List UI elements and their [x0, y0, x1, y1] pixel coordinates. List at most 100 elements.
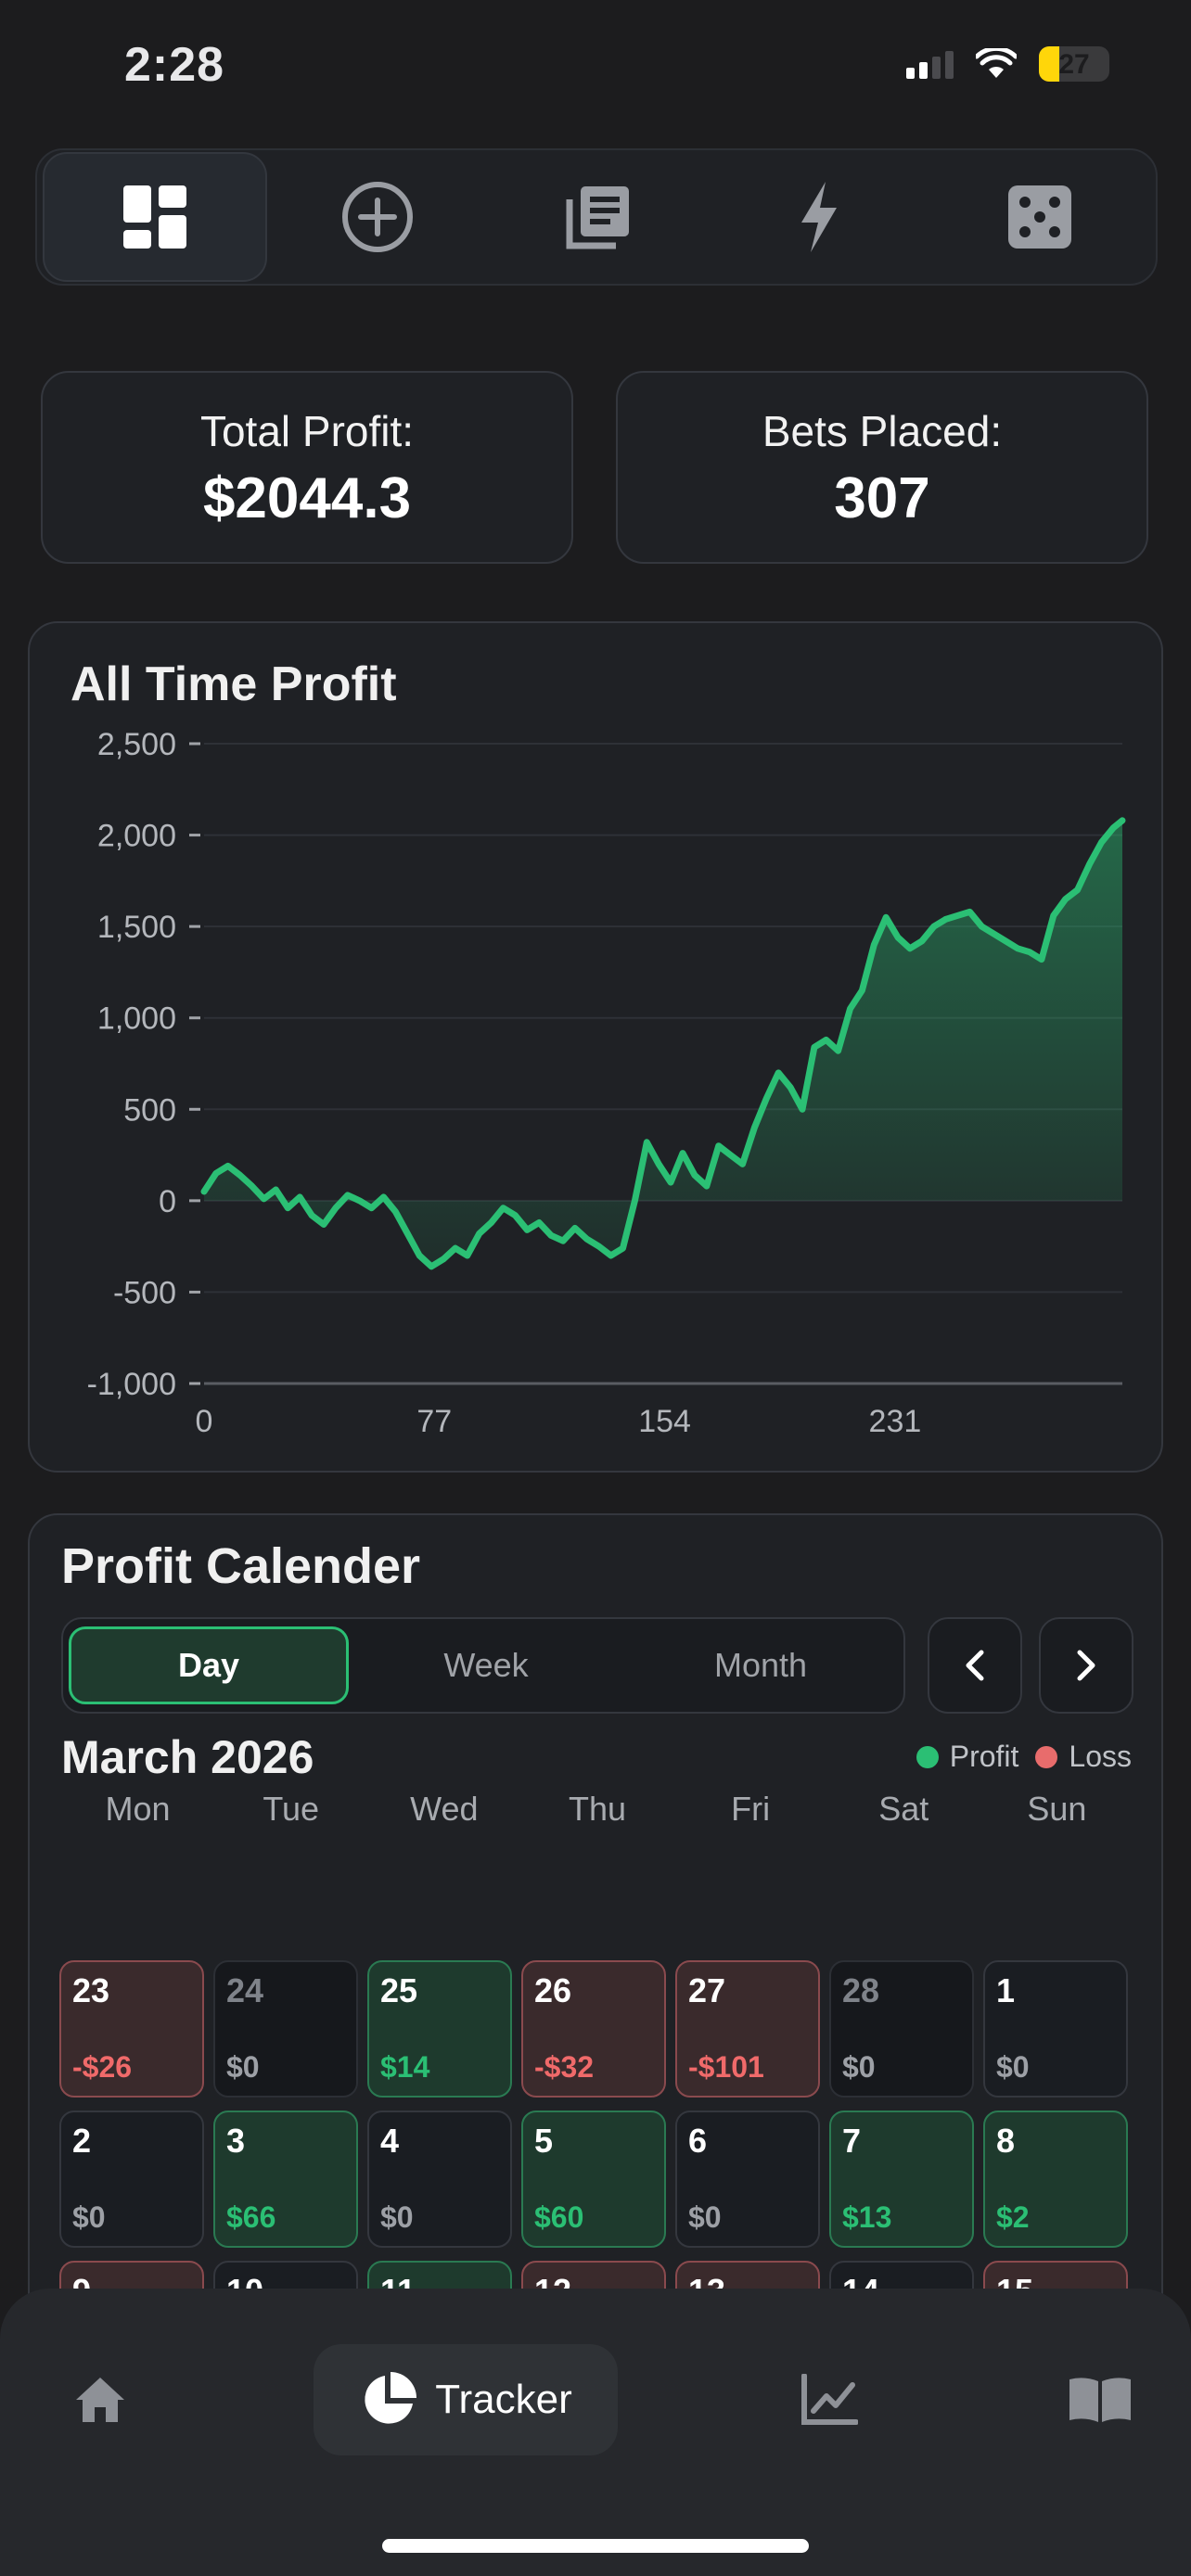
- weekday-sun: Sun: [1027, 1790, 1087, 1828]
- calendar-day[interactable]: 5 $60: [521, 2111, 666, 2248]
- bottom-nav: Tracker: [0, 2289, 1191, 2576]
- day-value: $0: [688, 2200, 722, 2234]
- nav-home[interactable]: [45, 2344, 156, 2455]
- period-segmented-control: Day Week Month: [61, 1617, 905, 1714]
- segment-week[interactable]: Week: [443, 1646, 529, 1684]
- status-icons: 27: [906, 46, 1109, 82]
- calendar-day[interactable]: 2 $0: [59, 2111, 204, 2248]
- calendar-day[interactable]: 1 $0: [983, 1960, 1128, 2098]
- y-tick-label: 0: [159, 1184, 176, 1219]
- calendar-day[interactable]: 28 $0: [829, 1960, 974, 2098]
- tab-dashboard[interactable]: [43, 152, 267, 282]
- day-number: 8: [996, 2122, 1016, 2160]
- day-number: 6: [688, 2122, 708, 2160]
- day-value: $0: [380, 2200, 414, 2234]
- calendar-day[interactable]: 8 $2: [983, 2111, 1128, 2248]
- day-value: -$26: [72, 2050, 133, 2084]
- day-value: -$101: [688, 2050, 764, 2084]
- profit-chart: 2,500 2,000 1,500 1,000 500 0 -500 -1,000 0 77 154…: [87, 727, 1126, 1439]
- wifi-icon: [976, 48, 1017, 78]
- calendar-day[interactable]: 27 -$101: [675, 1960, 820, 2098]
- line-chart-icon: [801, 2374, 858, 2425]
- legend-profit: Profit: [916, 1740, 1019, 1774]
- chevron-left-icon: [966, 1650, 984, 1681]
- day-number: 5: [534, 2122, 554, 2160]
- nav-stats[interactable]: [774, 2344, 885, 2455]
- chevron-right-icon: [1077, 1650, 1095, 1681]
- weekday-tue: Tue: [263, 1790, 320, 1828]
- profit-calendar-card: Profit Calender Day Week Month March 202…: [28, 1513, 1163, 2348]
- calendar-day[interactable]: 24 $0: [213, 1960, 358, 2098]
- day-value: -$32: [534, 2050, 595, 2084]
- chart-title: All Time Profit: [70, 657, 397, 711]
- calendar-day[interactable]: 6 $0: [675, 2111, 820, 2248]
- previous-month-button[interactable]: [928, 1617, 1022, 1714]
- loss-dot-icon: [1035, 1745, 1058, 1768]
- day-value: $0: [996, 2050, 1030, 2084]
- weekday-sat: Sat: [878, 1790, 929, 1828]
- nav-tracker[interactable]: Tracker: [314, 2344, 618, 2455]
- tab-bolt[interactable]: [709, 152, 929, 282]
- calendar-day[interactable]: 3 $66: [213, 2111, 358, 2248]
- signal-icon: [906, 49, 954, 79]
- month-label: March 2026: [61, 1731, 314, 1783]
- all-time-profit-card: All Time Profit 2,500 2,000 1,500 1,000 500 0…: [28, 621, 1163, 1473]
- pie-chart-icon: [365, 2372, 417, 2424]
- home-indicator: [382, 2539, 809, 2553]
- day-number: 28: [842, 1971, 880, 2009]
- tab-dice[interactable]: [929, 152, 1150, 282]
- calendar-day[interactable]: 23 -$26: [59, 1960, 204, 2098]
- y-tick-label: 1,500: [97, 910, 176, 945]
- tab-list[interactable]: [488, 152, 709, 282]
- dice-icon: [1008, 185, 1071, 249]
- day-number: 23: [72, 1971, 110, 2009]
- legend-loss: Loss: [1035, 1740, 1132, 1774]
- day-number: 4: [380, 2122, 400, 2160]
- next-month-button[interactable]: [1039, 1617, 1133, 1714]
- segment-day[interactable]: Day: [69, 1626, 349, 1704]
- weekday-fri: Fri: [731, 1790, 771, 1828]
- nav-tracker-label: Tracker: [435, 2377, 572, 2422]
- calendar-day[interactable]: 4 $0: [367, 2111, 512, 2248]
- weekday-thu: Thu: [568, 1790, 627, 1828]
- nav-library[interactable]: [1044, 2344, 1156, 2455]
- day-value: $0: [226, 2050, 260, 2084]
- book-icon: [1069, 2378, 1131, 2422]
- status-time: 2:28: [124, 38, 225, 92]
- bets-placed-label: Bets Placed:: [762, 407, 1003, 455]
- calendar-day[interactable]: 25 $14: [367, 1960, 512, 2098]
- day-number: 2: [72, 2122, 92, 2160]
- calendar-day[interactable]: 26 -$32: [521, 1960, 666, 2098]
- tab-add[interactable]: [267, 152, 488, 282]
- y-tick-label: 2,500: [97, 727, 176, 762]
- y-tick-label: -500: [113, 1275, 176, 1310]
- add-circle-icon: [342, 182, 413, 252]
- bets-placed-value: 307: [834, 466, 930, 530]
- profit-dot-icon: [916, 1745, 939, 1768]
- list-icon: [566, 186, 629, 249]
- profit-line: [200, 817, 1126, 1270]
- x-tick-label: 154: [638, 1404, 691, 1439]
- y-tick-label: 500: [123, 1092, 176, 1128]
- calendar-day[interactable]: 7 $13: [829, 2111, 974, 2248]
- y-tick-label: -1,000: [87, 1367, 176, 1402]
- battery-level: 27: [1058, 49, 1090, 80]
- day-number: 7: [842, 2122, 862, 2160]
- day-number: 25: [380, 1971, 418, 2009]
- total-profit-value: $2044.3: [202, 466, 412, 530]
- x-tick-label: 0: [196, 1404, 213, 1439]
- dashboard-icon: [123, 185, 186, 249]
- total-profit-label: Total Profit:: [199, 407, 415, 455]
- weekday-header: Mon Tue Wed Thu Fri Sat Sun: [61, 1790, 1133, 1829]
- y-tick-label: 1,000: [97, 1001, 176, 1037]
- legend-profit-label: Profit: [949, 1740, 1019, 1773]
- top-tab-bar: [35, 148, 1158, 286]
- total-profit-card: Total Profit: $2044.3: [41, 371, 573, 564]
- day-value: $0: [72, 2200, 106, 2234]
- battery-icon: 27: [1039, 46, 1109, 82]
- day-value: $60: [534, 2200, 584, 2234]
- segment-month[interactable]: Month: [713, 1646, 808, 1684]
- legend-loss-label: Loss: [1069, 1740, 1132, 1773]
- status-bar: 2:28 27: [0, 0, 1191, 139]
- day-value: $14: [380, 2050, 430, 2084]
